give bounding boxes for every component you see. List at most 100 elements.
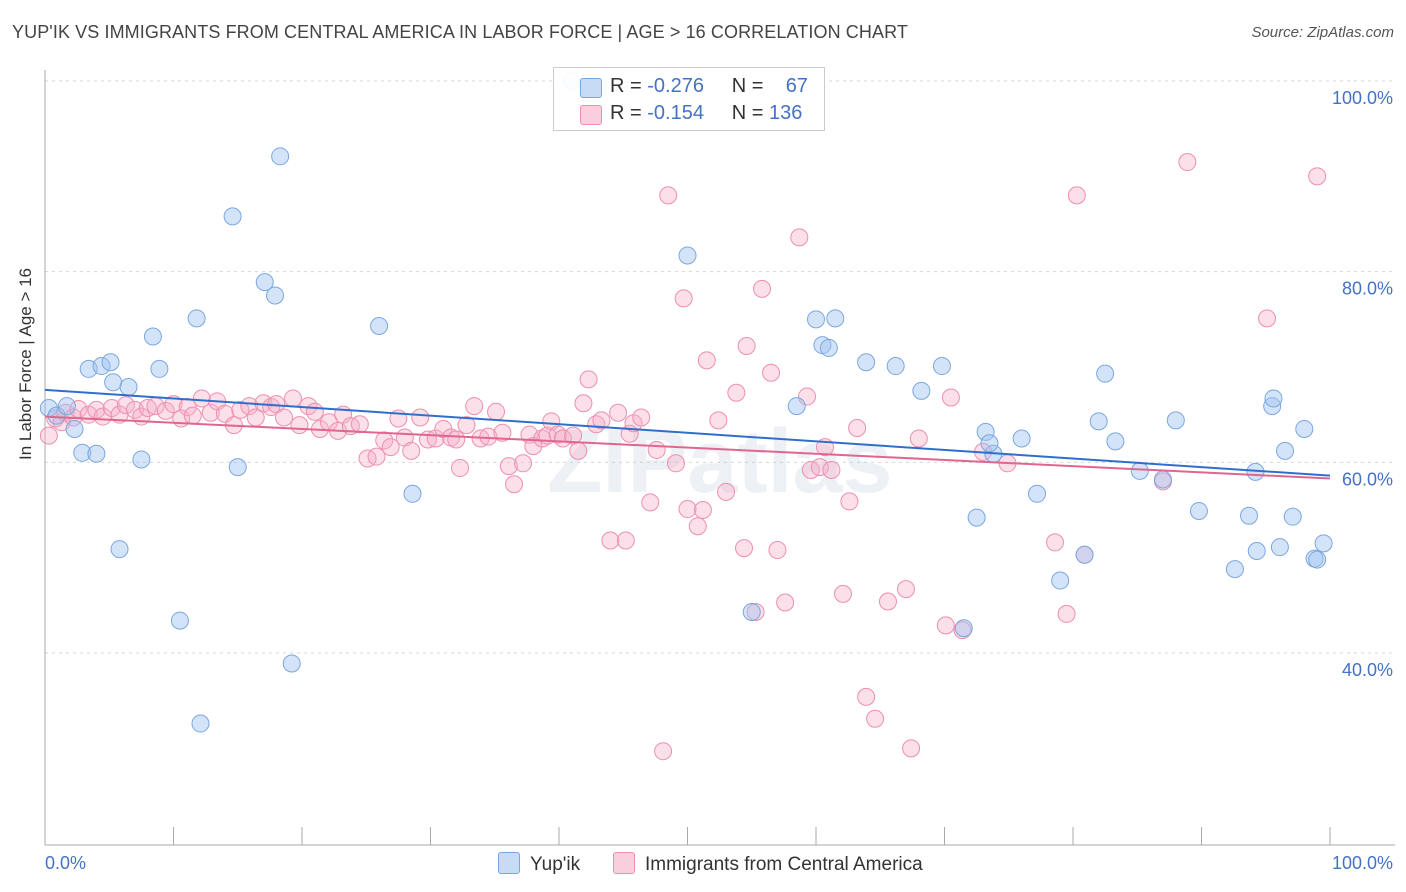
- point-immigrants: [936, 616, 955, 635]
- point-immigrants: [609, 403, 628, 422]
- point-immigrants: [693, 501, 712, 519]
- legend-swatch-immigrants: [613, 852, 635, 874]
- point-yupik: [1270, 538, 1289, 557]
- point-immigrants: [465, 397, 484, 416]
- point-immigrants: [810, 458, 829, 477]
- point-immigrants: [941, 388, 960, 407]
- point-immigrants: [164, 395, 183, 414]
- point-immigrants: [601, 531, 620, 550]
- point-immigrants: [674, 289, 693, 308]
- point-immigrants: [822, 460, 841, 479]
- point-immigrants: [654, 742, 673, 761]
- point-yupik: [65, 419, 84, 438]
- point-yupik: [228, 458, 247, 477]
- point-immigrants: [367, 447, 386, 466]
- n-value: 136: [769, 102, 803, 124]
- point-immigrants: [240, 397, 259, 416]
- point-yupik: [954, 619, 973, 638]
- point-immigrants: [275, 408, 294, 427]
- point-immigrants: [666, 454, 685, 473]
- point-immigrants: [848, 419, 867, 438]
- point-yupik: [912, 381, 931, 400]
- n-label: N =: [731, 102, 764, 124]
- point-immigrants: [857, 687, 876, 706]
- legend-label-yupik: Yup'ik: [530, 854, 581, 875]
- point-yupik: [819, 338, 838, 357]
- point-yupik: [143, 327, 162, 346]
- point-yupik: [266, 286, 285, 305]
- point-yupik: [980, 434, 999, 453]
- point-immigrants: [514, 454, 533, 473]
- point-immigrants: [305, 402, 324, 421]
- point-immigrants: [768, 541, 787, 560]
- point-immigrants: [102, 398, 121, 417]
- point-immigrants: [737, 337, 756, 356]
- point-immigrants: [1258, 309, 1277, 328]
- point-immigrants: [902, 739, 921, 758]
- point-yupik: [1283, 507, 1302, 526]
- point-immigrants: [457, 416, 476, 435]
- point-yupik: [826, 309, 845, 328]
- point-immigrants: [641, 493, 660, 512]
- point-yupik: [976, 422, 995, 441]
- point-immigrants: [156, 401, 175, 420]
- r-label: R =: [610, 75, 642, 97]
- point-immigrants: [375, 431, 394, 450]
- point-yupik: [271, 147, 290, 166]
- point-yupik: [742, 603, 761, 622]
- point-immigrants: [697, 351, 716, 370]
- point-yupik: [187, 309, 206, 328]
- swatch-yupik: [580, 78, 602, 98]
- point-yupik: [87, 444, 106, 463]
- axes: [44, 70, 1395, 846]
- trend-line-immigrants: [44, 415, 1331, 480]
- x-tick-label: 0.0%: [45, 853, 86, 873]
- point-immigrants: [201, 403, 220, 422]
- legend-swatch-yupik: [498, 852, 520, 874]
- point-immigrants: [616, 531, 635, 550]
- point-immigrants: [138, 398, 157, 417]
- point-yupik: [57, 397, 76, 416]
- source-label: Source: ZipAtlas.com: [1251, 24, 1394, 41]
- point-yupik: [1295, 419, 1314, 438]
- legend-item-yupik: Yup'ik: [498, 852, 580, 876]
- point-immigrants: [505, 475, 524, 494]
- point-yupik: [1314, 534, 1333, 553]
- point-immigrants: [896, 580, 915, 599]
- y-tick-label: 80.0%: [1342, 279, 1393, 299]
- point-immigrants: [776, 593, 795, 612]
- point-immigrants: [833, 584, 852, 603]
- point-immigrants: [709, 411, 728, 430]
- swatch-immigrants: [580, 105, 602, 125]
- r-value: -0.154: [647, 102, 704, 124]
- x-tick-label: 100.0%: [1332, 853, 1393, 873]
- point-immigrants: [878, 592, 897, 611]
- point-yupik: [1264, 389, 1283, 408]
- point-immigrants: [447, 430, 466, 449]
- point-immigrants: [659, 186, 678, 205]
- point-yupik: [1240, 506, 1259, 525]
- tick-labels: 40.0% 60.0% 80.0% 100.0% 0.0% 100.0%: [45, 88, 1393, 873]
- point-immigrants: [499, 457, 518, 476]
- point-yupik: [132, 450, 151, 469]
- y-tick-label: 100.0%: [1332, 88, 1393, 108]
- point-yupik: [1189, 501, 1208, 520]
- point-immigrants: [579, 370, 598, 389]
- point-immigrants: [762, 363, 781, 382]
- point-immigrants: [727, 383, 746, 402]
- point-immigrants: [866, 709, 885, 728]
- point-immigrants: [402, 441, 421, 460]
- point-yupik: [1263, 397, 1282, 416]
- point-yupik: [1225, 560, 1244, 579]
- r-label: R =: [610, 102, 642, 124]
- point-yupik: [282, 654, 301, 673]
- r-value: -0.276: [647, 75, 704, 97]
- point-immigrants: [753, 279, 772, 298]
- point-immigrants: [569, 441, 588, 460]
- point-yupik: [1153, 470, 1172, 489]
- point-immigrants: [524, 437, 543, 456]
- point-yupik: [104, 373, 123, 392]
- point-yupik: [403, 484, 422, 503]
- point-yupik: [1089, 412, 1108, 431]
